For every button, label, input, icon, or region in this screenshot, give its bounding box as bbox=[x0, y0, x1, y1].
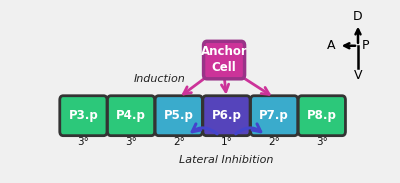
Text: 3°: 3° bbox=[316, 137, 328, 147]
Text: P: P bbox=[362, 39, 369, 52]
Text: D: D bbox=[353, 10, 363, 23]
FancyBboxPatch shape bbox=[204, 41, 244, 79]
Text: 2°: 2° bbox=[173, 137, 185, 147]
FancyBboxPatch shape bbox=[298, 96, 346, 136]
Text: 3°: 3° bbox=[125, 137, 137, 147]
Text: P5.p: P5.p bbox=[164, 109, 194, 122]
Text: P8.p: P8.p bbox=[307, 109, 337, 122]
Text: 3°: 3° bbox=[78, 137, 89, 147]
FancyBboxPatch shape bbox=[250, 96, 298, 136]
Text: A: A bbox=[326, 39, 335, 52]
FancyBboxPatch shape bbox=[60, 96, 107, 136]
Text: P6.p: P6.p bbox=[212, 109, 241, 122]
Text: P3.p: P3.p bbox=[68, 109, 98, 122]
Text: V: V bbox=[354, 69, 362, 83]
Text: 1°: 1° bbox=[220, 137, 232, 147]
Text: 2°: 2° bbox=[268, 137, 280, 147]
Text: Induction: Induction bbox=[134, 74, 186, 84]
FancyBboxPatch shape bbox=[108, 96, 155, 136]
Text: Anchor
Cell: Anchor Cell bbox=[201, 45, 248, 74]
Text: P7.p: P7.p bbox=[259, 109, 289, 122]
Text: P4.p: P4.p bbox=[116, 109, 146, 122]
Text: Lateral Inhibition: Lateral Inhibition bbox=[179, 155, 274, 165]
FancyBboxPatch shape bbox=[203, 96, 250, 136]
FancyBboxPatch shape bbox=[155, 96, 202, 136]
